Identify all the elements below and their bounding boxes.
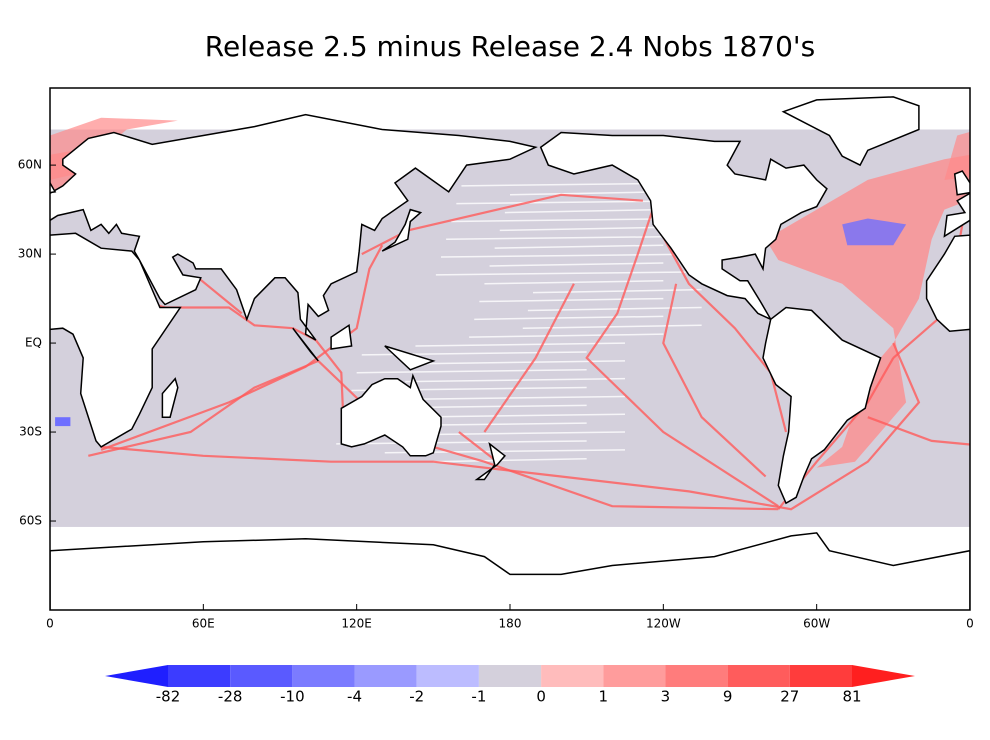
colorbar-extend bbox=[105, 665, 168, 687]
y-tick-label: EQ bbox=[25, 336, 42, 350]
land bbox=[953, 170, 970, 196]
colorbar-label: -1 bbox=[471, 688, 486, 706]
y-tick-label: 30S bbox=[19, 425, 42, 439]
colorbar-box bbox=[416, 665, 479, 687]
land bbox=[925, 234, 970, 332]
x-tick-label: 180 bbox=[499, 617, 522, 631]
coverage-gap bbox=[433, 457, 587, 463]
colorbar-box bbox=[168, 665, 231, 687]
land bbox=[340, 373, 442, 457]
land bbox=[539, 131, 828, 321]
y-tick-label: 60N bbox=[18, 158, 42, 172]
coverage-gap bbox=[469, 333, 664, 338]
colorbar-box bbox=[230, 665, 293, 687]
map-plot bbox=[50, 96, 970, 610]
colorbar-label: -28 bbox=[218, 688, 243, 706]
land bbox=[330, 324, 353, 350]
coverage-gap bbox=[474, 315, 664, 321]
ship-track bbox=[662, 283, 767, 478]
colorbar-label: 0 bbox=[536, 688, 546, 706]
coverage-gap bbox=[484, 280, 664, 285]
colorbar: -82 -28 -10 -4 -2 -1 0 1 3 9 27 81 bbox=[105, 665, 915, 706]
coverage-gap bbox=[446, 235, 702, 241]
land bbox=[943, 192, 970, 238]
colorbar-box bbox=[292, 665, 355, 687]
coverage-gap bbox=[405, 377, 626, 383]
colorbar-label: 9 bbox=[723, 688, 733, 706]
land bbox=[292, 327, 319, 362]
ship-track bbox=[432, 445, 779, 511]
x-tick-label: 0 bbox=[46, 617, 54, 631]
colorbar-box bbox=[541, 665, 604, 687]
colorbar-extend bbox=[852, 665, 915, 687]
land bbox=[50, 232, 182, 448]
ship-track bbox=[361, 193, 643, 256]
land bbox=[474, 441, 506, 481]
land bbox=[161, 377, 179, 418]
colorbar-label: 27 bbox=[780, 688, 799, 706]
land bbox=[50, 181, 57, 194]
coverage-gap bbox=[522, 324, 702, 329]
land bbox=[50, 532, 970, 610]
land bbox=[50, 113, 538, 341]
x-tick-label: 120E bbox=[341, 617, 372, 631]
colorbar-label: 81 bbox=[842, 688, 861, 706]
x-tick-label: 60W bbox=[803, 617, 830, 631]
y-tick-label: 60S bbox=[19, 514, 42, 528]
negative-region bbox=[55, 417, 71, 427]
colorbar-label: 1 bbox=[598, 688, 608, 706]
colorbar-box bbox=[354, 665, 417, 687]
x-tick-label: 60E bbox=[192, 617, 215, 631]
ship-track bbox=[101, 342, 921, 511]
colorbar-label: 3 bbox=[661, 688, 671, 706]
colorbar-label: -10 bbox=[280, 688, 305, 706]
coverage-gap bbox=[499, 226, 664, 232]
coverage-gap bbox=[504, 208, 664, 214]
ship-track bbox=[652, 217, 788, 433]
ship-track bbox=[88, 359, 319, 457]
land bbox=[762, 306, 882, 505]
coverage-gap bbox=[336, 440, 587, 445]
colorbar-box bbox=[665, 665, 728, 687]
ship-track bbox=[867, 416, 970, 446]
colorbar-label: -2 bbox=[409, 688, 424, 706]
colorbar-box bbox=[727, 665, 790, 687]
coverage-gap bbox=[400, 395, 626, 401]
ship-track bbox=[197, 276, 243, 315]
colorbar-box bbox=[789, 665, 852, 687]
ship-track bbox=[159, 306, 317, 342]
coverage-gap bbox=[532, 288, 702, 294]
coverage-gap bbox=[415, 342, 626, 347]
colorbar-box bbox=[603, 665, 666, 687]
axes: 0 60E 120E 180 120W 60W 0 60N 30N EQ 30S 60S bbox=[18, 158, 974, 631]
land bbox=[781, 96, 920, 167]
ship-track bbox=[458, 431, 498, 463]
coverage-gap bbox=[356, 369, 587, 374]
colorbar-label: -82 bbox=[156, 688, 181, 706]
colorbar-box bbox=[478, 665, 542, 687]
x-tick-label: 120W bbox=[646, 617, 681, 631]
land bbox=[381, 208, 423, 252]
dense-region bbox=[944, 131, 970, 180]
colorbar-label: -4 bbox=[347, 688, 362, 706]
dense-region bbox=[765, 154, 970, 468]
ship-track bbox=[585, 200, 779, 508]
coverage-gap bbox=[440, 253, 702, 258]
coverage-gap bbox=[527, 306, 702, 312]
map-title: Release 2.5 minus Release 2.4 Nobs 1870'… bbox=[205, 30, 815, 63]
coverage-gap bbox=[494, 244, 664, 249]
land bbox=[384, 345, 436, 371]
coverage-gap bbox=[479, 297, 664, 303]
negative-region bbox=[842, 218, 907, 246]
y-tick-label: 30N bbox=[18, 247, 42, 261]
coverage-gap bbox=[509, 191, 664, 196]
coverage-gap bbox=[435, 271, 702, 276]
x-tick-label: 0 bbox=[966, 617, 974, 631]
ship-track bbox=[483, 283, 575, 433]
